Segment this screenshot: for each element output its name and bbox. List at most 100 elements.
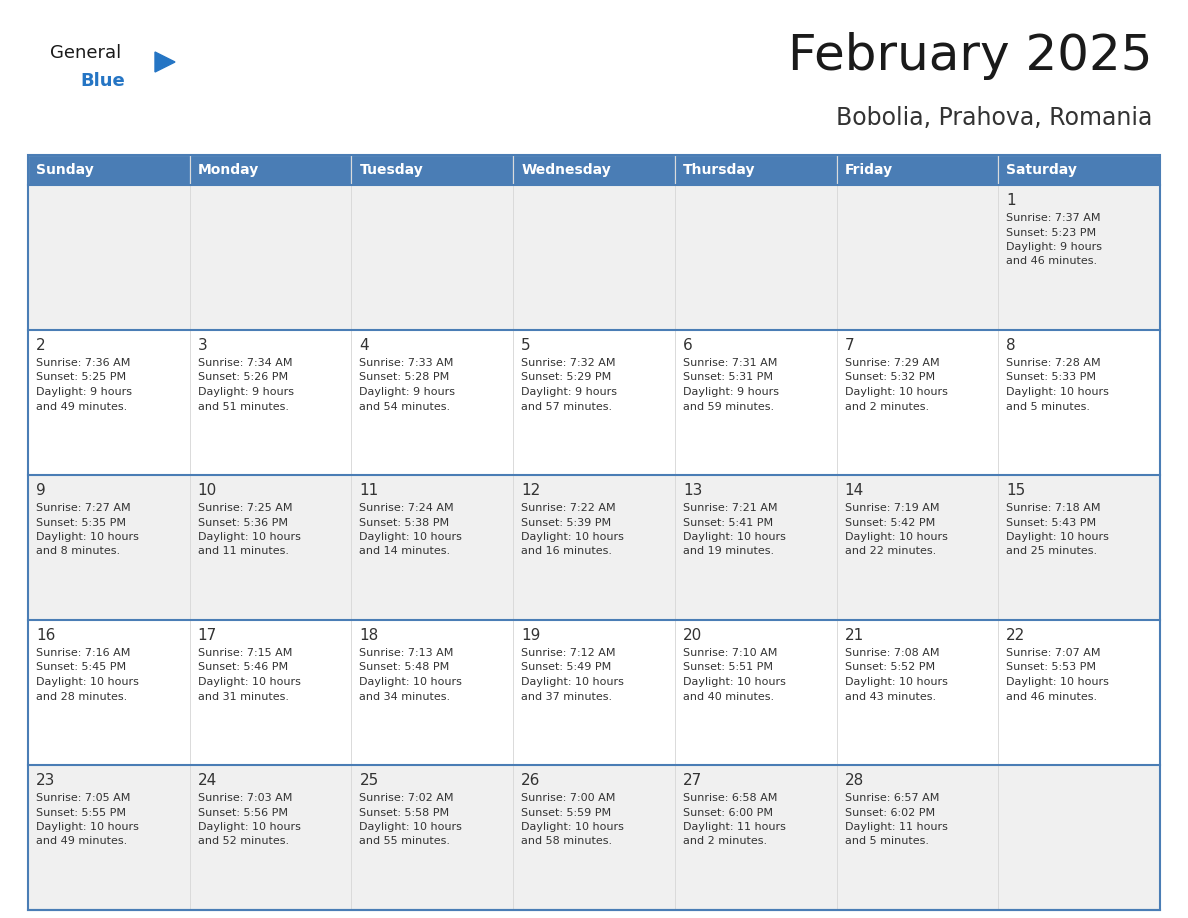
- Text: Sunset: 5:41 PM: Sunset: 5:41 PM: [683, 518, 773, 528]
- Bar: [675, 765, 836, 910]
- Text: and 54 minutes.: and 54 minutes.: [360, 401, 450, 411]
- Text: 2: 2: [36, 338, 45, 353]
- Text: Daylight: 10 hours: Daylight: 10 hours: [683, 677, 785, 687]
- Text: Daylight: 10 hours: Daylight: 10 hours: [1006, 532, 1110, 542]
- Bar: [513, 185, 675, 330]
- Text: 5: 5: [522, 338, 531, 353]
- Text: 17: 17: [197, 628, 217, 643]
- Text: Sunrise: 7:18 AM: Sunrise: 7:18 AM: [1006, 503, 1101, 513]
- Text: Sunrise: 7:16 AM: Sunrise: 7:16 AM: [36, 648, 131, 658]
- Bar: [998, 185, 1159, 330]
- Text: and 49 minutes.: and 49 minutes.: [36, 401, 127, 411]
- Text: Sunrise: 7:15 AM: Sunrise: 7:15 AM: [197, 648, 292, 658]
- Text: 18: 18: [360, 628, 379, 643]
- Bar: [998, 330, 1159, 475]
- Bar: [836, 620, 998, 765]
- Text: Sunrise: 7:00 AM: Sunrise: 7:00 AM: [522, 793, 615, 803]
- Text: 3: 3: [197, 338, 208, 353]
- Bar: [190, 620, 352, 765]
- Bar: [998, 155, 1159, 185]
- Bar: [352, 475, 513, 620]
- Polygon shape: [154, 52, 175, 72]
- Text: Sunrise: 7:03 AM: Sunrise: 7:03 AM: [197, 793, 292, 803]
- Text: Daylight: 10 hours: Daylight: 10 hours: [36, 532, 139, 542]
- Text: Sunset: 5:23 PM: Sunset: 5:23 PM: [1006, 228, 1097, 238]
- Text: Daylight: 9 hours: Daylight: 9 hours: [522, 387, 617, 397]
- Text: Sunrise: 7:19 AM: Sunrise: 7:19 AM: [845, 503, 939, 513]
- Text: Sunset: 5:55 PM: Sunset: 5:55 PM: [36, 808, 126, 818]
- Bar: [836, 330, 998, 475]
- Text: Daylight: 10 hours: Daylight: 10 hours: [36, 677, 139, 687]
- Text: Sunrise: 7:32 AM: Sunrise: 7:32 AM: [522, 358, 615, 368]
- Bar: [352, 185, 513, 330]
- Text: 20: 20: [683, 628, 702, 643]
- Text: Daylight: 10 hours: Daylight: 10 hours: [522, 677, 624, 687]
- Text: Sunrise: 7:08 AM: Sunrise: 7:08 AM: [845, 648, 939, 658]
- Bar: [190, 765, 352, 910]
- Text: 11: 11: [360, 483, 379, 498]
- Bar: [675, 185, 836, 330]
- Bar: [513, 620, 675, 765]
- Text: Saturday: Saturday: [1006, 163, 1078, 177]
- Text: Sunset: 5:42 PM: Sunset: 5:42 PM: [845, 518, 935, 528]
- Bar: [675, 330, 836, 475]
- Bar: [29, 620, 190, 765]
- Bar: [29, 155, 190, 185]
- Text: 16: 16: [36, 628, 56, 643]
- Text: 24: 24: [197, 773, 217, 788]
- Text: Sunrise: 6:58 AM: Sunrise: 6:58 AM: [683, 793, 777, 803]
- Text: and 5 minutes.: and 5 minutes.: [845, 836, 929, 846]
- Text: Sunset: 5:36 PM: Sunset: 5:36 PM: [197, 518, 287, 528]
- Text: Sunset: 5:56 PM: Sunset: 5:56 PM: [197, 808, 287, 818]
- Text: Sunrise: 7:07 AM: Sunrise: 7:07 AM: [1006, 648, 1101, 658]
- Text: 22: 22: [1006, 628, 1025, 643]
- Bar: [190, 185, 352, 330]
- Text: Daylight: 9 hours: Daylight: 9 hours: [360, 387, 455, 397]
- Text: Friday: Friday: [845, 163, 892, 177]
- Bar: [513, 765, 675, 910]
- Text: and 28 minutes.: and 28 minutes.: [36, 691, 127, 701]
- Text: Sunset: 5:25 PM: Sunset: 5:25 PM: [36, 373, 126, 383]
- Text: Sunrise: 7:28 AM: Sunrise: 7:28 AM: [1006, 358, 1101, 368]
- Text: 26: 26: [522, 773, 541, 788]
- Bar: [29, 475, 190, 620]
- Text: Sunrise: 7:22 AM: Sunrise: 7:22 AM: [522, 503, 615, 513]
- Text: Sunrise: 7:12 AM: Sunrise: 7:12 AM: [522, 648, 615, 658]
- Text: Monday: Monday: [197, 163, 259, 177]
- Text: and 11 minutes.: and 11 minutes.: [197, 546, 289, 556]
- Text: 8: 8: [1006, 338, 1016, 353]
- Bar: [675, 155, 836, 185]
- Text: 15: 15: [1006, 483, 1025, 498]
- Text: Sunset: 5:43 PM: Sunset: 5:43 PM: [1006, 518, 1097, 528]
- Text: Sunset: 5:49 PM: Sunset: 5:49 PM: [522, 663, 612, 673]
- Text: and 49 minutes.: and 49 minutes.: [36, 836, 127, 846]
- Text: and 52 minutes.: and 52 minutes.: [197, 836, 289, 846]
- Text: Sunset: 5:45 PM: Sunset: 5:45 PM: [36, 663, 126, 673]
- Text: and 25 minutes.: and 25 minutes.: [1006, 546, 1098, 556]
- Text: and 22 minutes.: and 22 minutes.: [845, 546, 936, 556]
- Text: Wednesday: Wednesday: [522, 163, 611, 177]
- Text: Tuesday: Tuesday: [360, 163, 423, 177]
- Text: and 40 minutes.: and 40 minutes.: [683, 691, 775, 701]
- Text: 4: 4: [360, 338, 369, 353]
- Text: and 46 minutes.: and 46 minutes.: [1006, 256, 1098, 266]
- Bar: [29, 330, 190, 475]
- Text: Sunrise: 7:13 AM: Sunrise: 7:13 AM: [360, 648, 454, 658]
- Bar: [675, 620, 836, 765]
- Text: and 57 minutes.: and 57 minutes.: [522, 401, 612, 411]
- Text: Daylight: 10 hours: Daylight: 10 hours: [845, 532, 948, 542]
- Text: Sunset: 5:29 PM: Sunset: 5:29 PM: [522, 373, 612, 383]
- Text: and 43 minutes.: and 43 minutes.: [845, 691, 936, 701]
- Text: Sunset: 6:00 PM: Sunset: 6:00 PM: [683, 808, 773, 818]
- Text: Sunset: 5:26 PM: Sunset: 5:26 PM: [197, 373, 287, 383]
- Bar: [998, 765, 1159, 910]
- Text: Sunrise: 7:21 AM: Sunrise: 7:21 AM: [683, 503, 777, 513]
- Bar: [513, 330, 675, 475]
- Text: 7: 7: [845, 338, 854, 353]
- Text: Sunset: 5:48 PM: Sunset: 5:48 PM: [360, 663, 450, 673]
- Text: 6: 6: [683, 338, 693, 353]
- Text: 25: 25: [360, 773, 379, 788]
- Text: 14: 14: [845, 483, 864, 498]
- Text: Sunset: 5:39 PM: Sunset: 5:39 PM: [522, 518, 612, 528]
- Text: 27: 27: [683, 773, 702, 788]
